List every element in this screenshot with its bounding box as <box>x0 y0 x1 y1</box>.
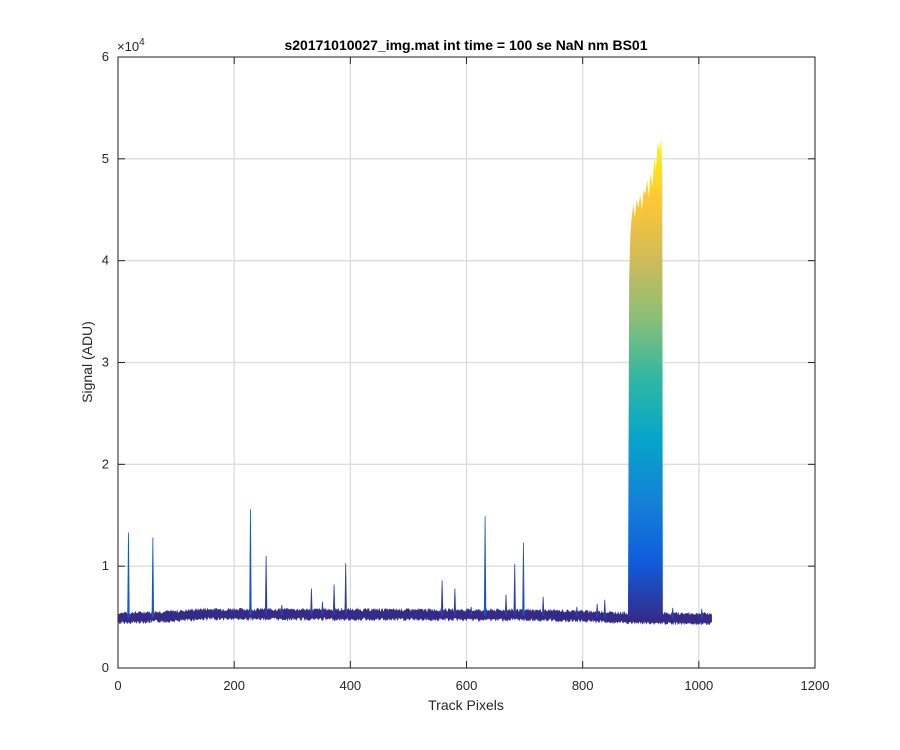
spike <box>249 509 252 615</box>
spike <box>504 594 508 616</box>
chart-title: s20171010027_img.mat int time = 100 se N… <box>284 37 647 53</box>
y-tick-label: 3 <box>102 355 109 370</box>
spike <box>513 564 516 616</box>
spike <box>321 601 324 615</box>
spike <box>127 532 130 619</box>
spike <box>700 608 703 619</box>
spike <box>151 537 155 618</box>
x-tick-label: 200 <box>223 678 245 693</box>
spike <box>344 563 347 615</box>
x-tick-labels: 0 200 400 600 800 1000 1200 <box>114 678 829 693</box>
x-tick-label: 600 <box>456 678 478 693</box>
x-tick-label: 1200 <box>801 678 830 693</box>
spike <box>671 607 674 619</box>
y-tick-label: 6 <box>102 49 109 64</box>
x-tick-label: 400 <box>339 678 361 693</box>
signal-peak <box>627 139 664 619</box>
y-tick-label: 1 <box>102 558 109 573</box>
spike <box>522 542 525 616</box>
x-tick-label: 0 <box>114 678 121 693</box>
y-tick-label: 2 <box>102 456 109 471</box>
y-exponent-multiplier: ×104 <box>117 37 145 54</box>
spike <box>332 584 336 615</box>
spike <box>603 599 606 618</box>
tick-marks <box>117 56 816 669</box>
x-tick-label: 800 <box>572 678 594 693</box>
spike <box>280 604 284 615</box>
x-tick-label: 1000 <box>684 678 713 693</box>
y-tick-label: 4 <box>102 253 109 268</box>
spike <box>483 516 487 616</box>
y-tick-label: 5 <box>102 151 109 166</box>
data-layer <box>117 139 712 626</box>
spike <box>575 606 579 617</box>
spike <box>469 606 473 616</box>
x-axis-label: Track Pixels <box>428 697 504 713</box>
y-tick-label: 0 <box>102 660 109 675</box>
spike <box>264 555 268 615</box>
spike <box>453 588 457 616</box>
spike <box>541 596 545 616</box>
y-tick-labels: 0 1 2 3 4 5 6 <box>102 49 109 675</box>
spike <box>310 588 313 615</box>
y-axis-label: Signal (ADU) <box>79 321 95 403</box>
spike <box>595 603 599 618</box>
spike <box>440 580 444 616</box>
